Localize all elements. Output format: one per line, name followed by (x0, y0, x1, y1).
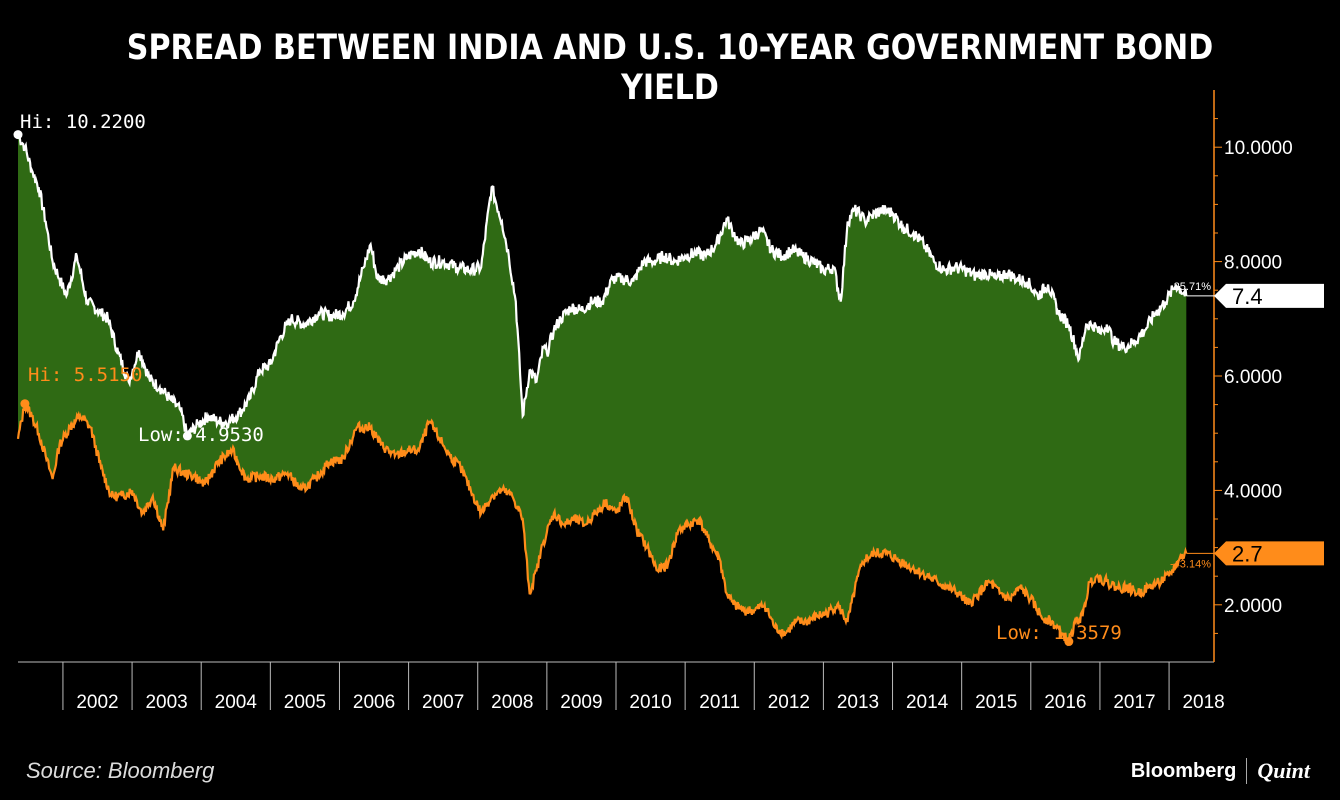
y-tick-label: 2.0000 (1224, 596, 1282, 617)
x-tick-label: 2007 (422, 692, 464, 713)
us-high-marker (20, 399, 30, 409)
x-tick-label: 2008 (491, 692, 533, 713)
us-yield-line (16, 403, 1188, 647)
x-tick-label: 2005 (284, 692, 326, 713)
brand-separator (1246, 758, 1248, 784)
x-tick-label: 2017 (1113, 692, 1155, 713)
x-tick-label: 2004 (215, 692, 258, 713)
india-yield-line (17, 134, 1188, 437)
x-tick-label: 2006 (353, 692, 395, 713)
y-tick-label: 6.0000 (1224, 367, 1282, 388)
india-last-tag (1214, 283, 1324, 308)
x-tick-label: 2015 (975, 692, 1017, 713)
x-tick-label: 2009 (560, 692, 602, 713)
x-tick-label: 2014 (906, 692, 949, 713)
x-tick-label: 2002 (76, 692, 118, 713)
india-high-marker (13, 130, 23, 140)
brand-secondary: Quint (1257, 758, 1310, 783)
y-tick-label: 10.0000 (1224, 138, 1293, 159)
india-low-marker (182, 431, 192, 441)
india-change-label: -25.71% (1170, 281, 1211, 293)
us-low-label: Low: 1.3579 (996, 622, 1122, 644)
x-tick-label: 2010 (629, 692, 671, 713)
india-low-label: Low: 4.9530 (138, 424, 264, 446)
spread-area (18, 134, 1187, 643)
x-tick-label: 2012 (768, 692, 810, 713)
source-note: Source: Bloomberg (26, 758, 215, 783)
chart-title: SPREAD BETWEEN INDIA AND U.S. 10-YEAR GO… (126, 28, 1214, 108)
x-tick-label: 2018 (1182, 692, 1224, 713)
brand-logo: Bloomberg Quint (1131, 758, 1310, 784)
us-last-value: 2.7 (1232, 541, 1263, 566)
us-last-tag (1214, 541, 1324, 566)
y-tick-label: 8.0000 (1224, 253, 1282, 274)
us-change-label: -43.14% (1170, 558, 1211, 570)
x-tick-label: 2016 (1044, 692, 1086, 713)
y-tick-label: 4.0000 (1224, 481, 1282, 502)
india-last-value: 7.4 (1232, 284, 1263, 309)
us-high-label: Hi: 5.5150 (28, 364, 142, 386)
x-tick-label: 2003 (145, 692, 187, 713)
x-tick-label: 2011 (699, 692, 740, 713)
us-low-marker (1064, 637, 1074, 647)
india-high-label: Hi: 10.2200 (20, 111, 146, 133)
x-tick-label: 2013 (837, 692, 879, 713)
chart: 2002 2003 2004 2005 2006 2007 2008 2009 2010 2011… (13, 90, 1324, 713)
brand-primary: Bloomberg (1130, 759, 1237, 782)
